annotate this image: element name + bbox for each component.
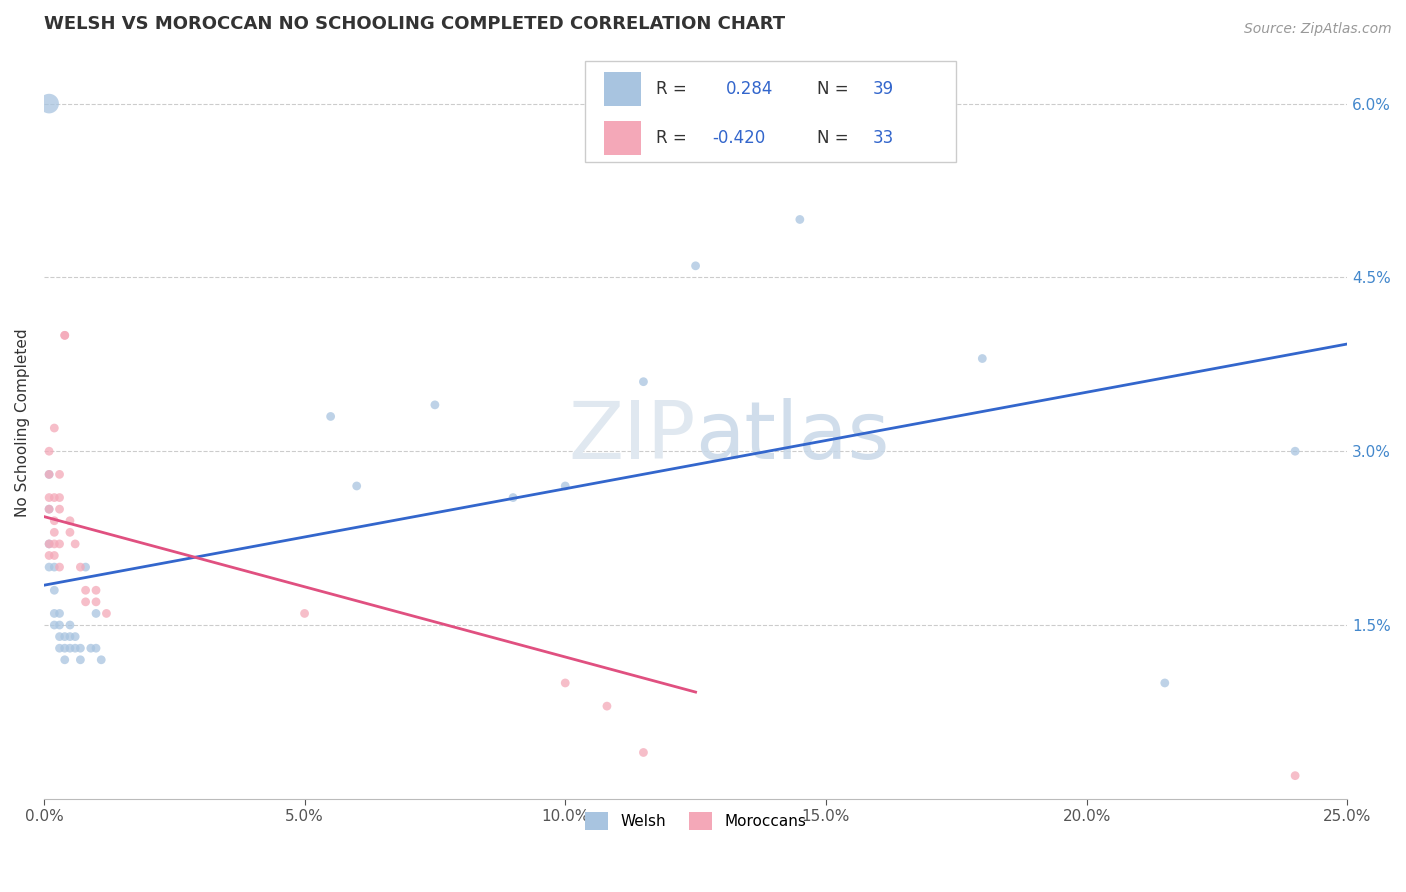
Point <box>44 525 66 540</box>
Point <box>48 491 70 505</box>
Point <box>59 618 82 632</box>
Point <box>502 491 524 505</box>
FancyBboxPatch shape <box>585 61 956 162</box>
Point <box>53 641 76 656</box>
Point <box>1153 676 1175 690</box>
Point <box>84 583 107 598</box>
Point <box>59 641 82 656</box>
Point <box>48 618 70 632</box>
Point <box>38 96 60 111</box>
Point <box>59 525 82 540</box>
Point <box>53 328 76 343</box>
Text: WELSH VS MOROCCAN NO SCHOOLING COMPLETED CORRELATION CHART: WELSH VS MOROCCAN NO SCHOOLING COMPLETED… <box>44 15 785 33</box>
Point <box>53 630 76 644</box>
Point <box>69 560 91 574</box>
Text: Source: ZipAtlas.com: Source: ZipAtlas.com <box>1244 22 1392 37</box>
FancyBboxPatch shape <box>605 72 641 106</box>
FancyBboxPatch shape <box>605 121 641 155</box>
Point <box>44 514 66 528</box>
Text: -0.420: -0.420 <box>713 129 766 147</box>
Point <box>685 259 707 273</box>
Point <box>38 467 60 482</box>
Point <box>59 514 82 528</box>
Point <box>38 502 60 516</box>
Point <box>44 618 66 632</box>
Point <box>84 595 107 609</box>
Point <box>554 479 576 493</box>
Text: ZIP: ZIP <box>568 399 696 476</box>
Text: R =: R = <box>657 80 697 98</box>
Point <box>59 630 82 644</box>
Text: 0.284: 0.284 <box>725 80 773 98</box>
Text: R =: R = <box>657 129 693 147</box>
Point <box>75 560 97 574</box>
Point <box>84 641 107 656</box>
Point <box>44 549 66 563</box>
Point <box>44 607 66 621</box>
Legend: Welsh, Moroccans: Welsh, Moroccans <box>579 805 813 837</box>
Text: N =: N = <box>817 129 853 147</box>
Point <box>38 502 60 516</box>
Point <box>80 641 103 656</box>
Point <box>63 537 86 551</box>
Text: N =: N = <box>817 80 853 98</box>
Point <box>1284 769 1306 783</box>
Point <box>96 607 118 621</box>
Point <box>38 560 60 574</box>
Point <box>633 375 655 389</box>
Point <box>69 653 91 667</box>
Point <box>75 595 97 609</box>
Point <box>84 607 107 621</box>
Point <box>48 537 70 551</box>
Point <box>75 583 97 598</box>
Point <box>38 444 60 458</box>
Point <box>48 630 70 644</box>
Point <box>319 409 342 424</box>
Point <box>53 653 76 667</box>
Point <box>346 479 368 493</box>
Point <box>789 212 811 227</box>
Point <box>38 467 60 482</box>
Point <box>1284 444 1306 458</box>
Point <box>596 699 619 714</box>
Point <box>44 491 66 505</box>
Point <box>69 641 91 656</box>
Y-axis label: No Schooling Completed: No Schooling Completed <box>15 328 30 516</box>
Point <box>972 351 994 366</box>
Text: atlas: atlas <box>696 399 890 476</box>
Point <box>633 746 655 760</box>
Point <box>44 560 66 574</box>
Point <box>554 676 576 690</box>
Point <box>423 398 446 412</box>
Point <box>44 537 66 551</box>
Point <box>90 653 112 667</box>
Point <box>48 560 70 574</box>
Point <box>38 549 60 563</box>
Point <box>294 607 316 621</box>
Point <box>38 537 60 551</box>
Point <box>48 467 70 482</box>
Point <box>38 537 60 551</box>
Point <box>63 630 86 644</box>
Point <box>48 641 70 656</box>
Point <box>63 641 86 656</box>
Point <box>53 328 76 343</box>
Point <box>44 421 66 435</box>
Point <box>38 491 60 505</box>
Point <box>48 502 70 516</box>
Text: 39: 39 <box>873 80 894 98</box>
Text: 33: 33 <box>873 129 894 147</box>
Point <box>48 607 70 621</box>
Point <box>44 583 66 598</box>
